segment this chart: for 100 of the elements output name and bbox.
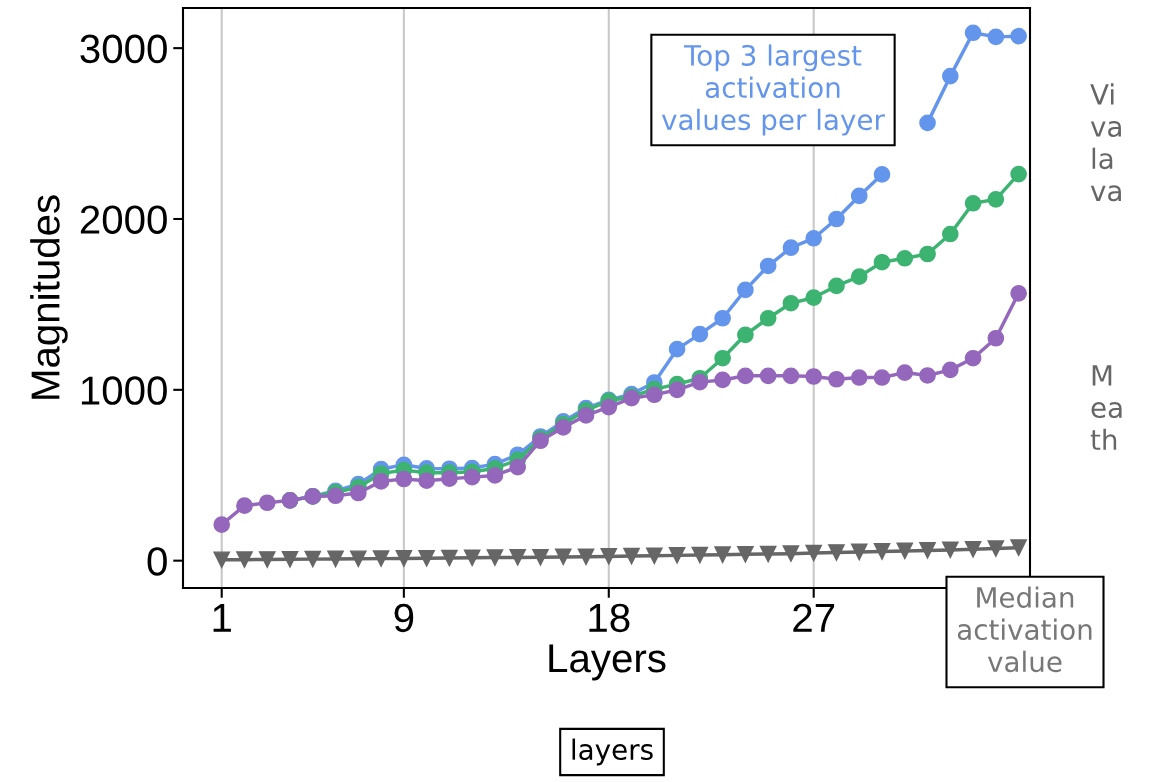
point [645,547,663,565]
point [554,548,572,566]
x-axis-title: Layers [549,644,666,681]
text: M ea th [1090,365,1122,450]
annotation: Median activation value [957,586,1092,673]
point [782,545,800,562]
x-tick-label: 18 [589,603,630,633]
point [554,419,572,436]
point [941,67,959,85]
point [873,166,891,183]
y-axis-title: Magnitudes [30,195,68,399]
point [213,551,231,569]
point [919,542,936,559]
point [805,289,823,306]
point [759,257,777,275]
point [737,546,754,563]
point [441,549,458,567]
point [577,548,595,566]
point [805,368,823,385]
point [919,245,936,263]
point [372,550,390,567]
point [964,540,982,558]
point [1010,27,1027,45]
point [1010,284,1027,302]
point [737,326,754,344]
point [509,458,527,476]
point [714,349,731,367]
point [759,367,777,385]
point [372,473,390,490]
point [236,551,253,568]
point [532,548,549,566]
point [987,540,1005,557]
point [327,550,344,568]
point [1010,165,1027,183]
point [395,550,413,567]
point [463,549,481,567]
point [850,187,868,205]
point [828,544,845,561]
point [964,194,982,212]
point [213,516,231,533]
point [850,543,868,561]
point [349,550,367,568]
point [327,487,344,505]
point [828,370,845,388]
point [964,349,982,367]
y-tick-label: 1000 [81,376,167,405]
point [759,545,777,563]
point [919,114,936,132]
point [714,309,731,327]
point [668,381,686,399]
point [873,369,891,386]
point [441,470,458,487]
point [236,497,253,514]
point [691,546,709,564]
point [258,494,276,512]
point [600,548,618,565]
x-tick-label: 1 [213,604,231,632]
text: layers [572,738,653,766]
point [509,549,527,566]
point [418,549,435,567]
point [645,386,663,404]
point [714,546,731,564]
point [600,398,618,416]
point [987,28,1005,46]
text: Vi va la va [1090,83,1121,202]
point [759,309,777,327]
point [691,373,709,391]
y-tick-label: 3000 [80,34,167,64]
point [486,467,504,484]
point [304,550,322,568]
point [941,541,959,559]
point [805,544,823,562]
point [668,547,686,564]
point [850,369,868,386]
point [873,543,891,560]
point [349,484,367,502]
x-tick-label: 27 [793,603,835,632]
point [623,547,640,565]
point [896,542,914,560]
point [418,472,435,490]
point [395,470,413,488]
point [941,225,959,243]
point [873,253,891,271]
point [737,367,754,385]
point [919,367,936,384]
point [782,367,800,385]
point [691,325,709,343]
point [486,549,504,566]
point [714,371,731,389]
point [258,551,276,568]
point [805,229,823,247]
point [896,249,914,267]
x-tick-label: 9 [394,603,414,633]
annotation: Top 3 largest activation values per layer [661,44,885,136]
point [987,329,1005,347]
point [281,550,299,568]
point [941,361,959,379]
point [987,191,1005,208]
point [828,210,845,228]
point [782,294,800,312]
